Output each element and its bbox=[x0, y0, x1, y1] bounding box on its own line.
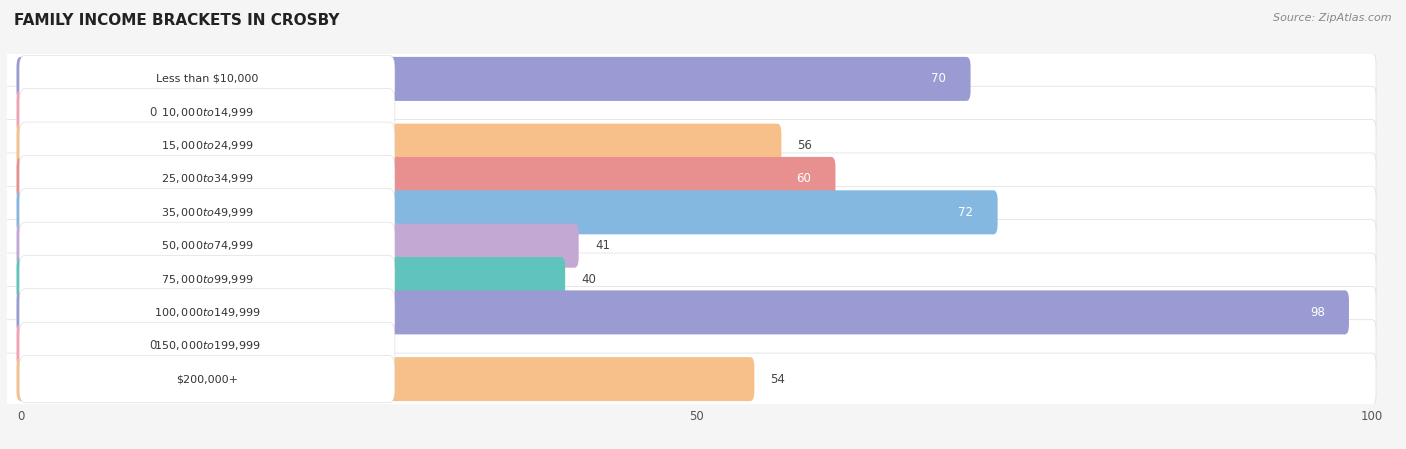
FancyBboxPatch shape bbox=[17, 190, 998, 234]
Text: 0: 0 bbox=[149, 106, 156, 119]
Text: 54: 54 bbox=[770, 373, 786, 386]
FancyBboxPatch shape bbox=[17, 224, 579, 268]
FancyBboxPatch shape bbox=[0, 186, 1376, 238]
FancyBboxPatch shape bbox=[0, 86, 1376, 138]
FancyBboxPatch shape bbox=[0, 53, 1376, 105]
FancyBboxPatch shape bbox=[0, 153, 1376, 205]
Text: 41: 41 bbox=[595, 239, 610, 252]
Text: Less than $10,000: Less than $10,000 bbox=[156, 74, 259, 84]
FancyBboxPatch shape bbox=[0, 286, 1376, 339]
Text: $35,000 to $49,999: $35,000 to $49,999 bbox=[160, 206, 253, 219]
Text: $100,000 to $149,999: $100,000 to $149,999 bbox=[153, 306, 260, 319]
FancyBboxPatch shape bbox=[17, 257, 565, 301]
Text: $150,000 to $199,999: $150,000 to $199,999 bbox=[153, 339, 260, 352]
Text: $25,000 to $34,999: $25,000 to $34,999 bbox=[160, 172, 253, 185]
FancyBboxPatch shape bbox=[0, 353, 1376, 405]
Text: Source: ZipAtlas.com: Source: ZipAtlas.com bbox=[1274, 13, 1392, 23]
FancyBboxPatch shape bbox=[17, 324, 132, 368]
FancyBboxPatch shape bbox=[20, 189, 395, 236]
FancyBboxPatch shape bbox=[20, 289, 395, 336]
FancyBboxPatch shape bbox=[20, 155, 395, 202]
FancyBboxPatch shape bbox=[17, 123, 782, 167]
FancyBboxPatch shape bbox=[17, 357, 755, 401]
FancyBboxPatch shape bbox=[17, 157, 835, 201]
FancyBboxPatch shape bbox=[20, 122, 395, 169]
FancyBboxPatch shape bbox=[0, 119, 1376, 172]
FancyBboxPatch shape bbox=[17, 90, 132, 134]
FancyBboxPatch shape bbox=[0, 220, 1376, 272]
Text: 0: 0 bbox=[149, 339, 156, 352]
Text: $10,000 to $14,999: $10,000 to $14,999 bbox=[160, 106, 253, 119]
FancyBboxPatch shape bbox=[20, 356, 395, 403]
FancyBboxPatch shape bbox=[20, 222, 395, 269]
Text: 70: 70 bbox=[931, 72, 946, 85]
Text: $50,000 to $74,999: $50,000 to $74,999 bbox=[160, 239, 253, 252]
Text: 40: 40 bbox=[581, 273, 596, 286]
Text: $200,000+: $200,000+ bbox=[176, 374, 238, 384]
FancyBboxPatch shape bbox=[17, 57, 970, 101]
FancyBboxPatch shape bbox=[20, 322, 395, 369]
FancyBboxPatch shape bbox=[20, 89, 395, 136]
FancyBboxPatch shape bbox=[17, 291, 1348, 335]
Text: FAMILY INCOME BRACKETS IN CROSBY: FAMILY INCOME BRACKETS IN CROSBY bbox=[14, 13, 340, 28]
FancyBboxPatch shape bbox=[0, 320, 1376, 372]
FancyBboxPatch shape bbox=[20, 255, 395, 303]
Text: 56: 56 bbox=[797, 139, 813, 152]
FancyBboxPatch shape bbox=[0, 253, 1376, 305]
FancyBboxPatch shape bbox=[20, 55, 395, 102]
Text: $75,000 to $99,999: $75,000 to $99,999 bbox=[160, 273, 253, 286]
Text: 98: 98 bbox=[1310, 306, 1324, 319]
Text: 60: 60 bbox=[796, 172, 811, 185]
Text: 72: 72 bbox=[959, 206, 973, 219]
Text: $15,000 to $24,999: $15,000 to $24,999 bbox=[160, 139, 253, 152]
